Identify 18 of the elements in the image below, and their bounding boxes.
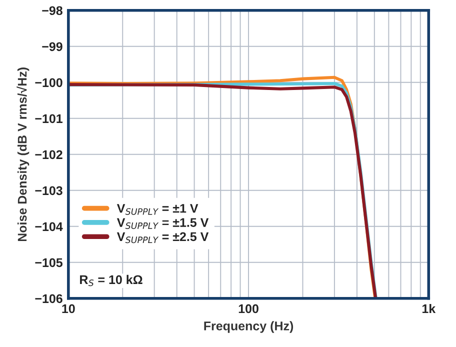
y-tick-label: −98 [42, 6, 62, 16]
annotation: R$_{S}$ = 10 kΩ [80, 274, 142, 286]
y-tick-label: −100 [35, 78, 62, 88]
y-tick-label: −99 [42, 42, 62, 52]
x-tick-label: 100 [238, 304, 258, 314]
legend-label: V$_{SUPPLY}$ = ±1 V [116, 204, 198, 215]
legend-label: V$_{SUPPLY}$ = ±1.5 V [116, 218, 209, 229]
y-tick-label: −102 [35, 150, 62, 160]
y-tick-label: −105 [35, 258, 62, 268]
y-axis-title: Noise Density (dB V rms/√Hz) [16, 68, 30, 242]
legend-label: V$_{SUPPLY}$ = ±2.5 V [116, 232, 209, 244]
y-tick-label: −106 [35, 294, 62, 304]
x-axis-title: Frequency (Hz) [204, 321, 294, 333]
y-tick-label: −101 [35, 114, 62, 124]
x-tick-label: 10 [62, 304, 75, 314]
y-tick-label: −104 [35, 222, 63, 232]
y-tick-label: −103 [35, 186, 62, 196]
x-tick-label: 1k [422, 304, 436, 314]
